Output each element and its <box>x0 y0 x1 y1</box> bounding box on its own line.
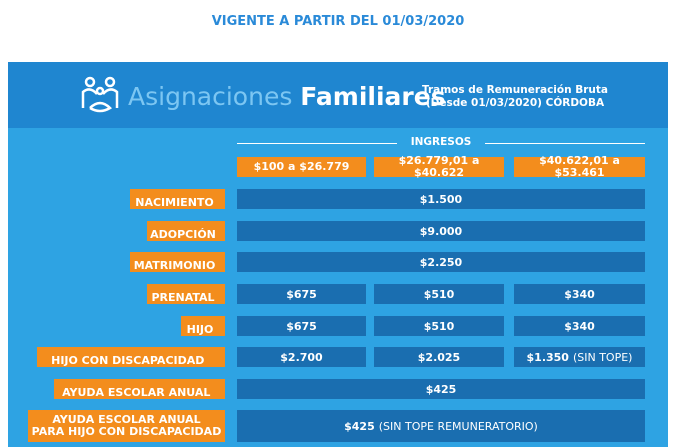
amount: $340 <box>564 287 595 301</box>
row-label-line: ADOPCIÓN <box>150 228 216 241</box>
subtitle-line: (Desde 01/03/2020) CÓRDOBA <box>425 97 605 109</box>
title: VIGENTE A PARTIR DEL 01/03/2020 <box>211 14 465 29</box>
row-label-line: NACIMIENTO <box>135 196 214 209</box>
amount: $510 <box>423 319 455 333</box>
row-label-line: HIJO <box>186 323 214 336</box>
cell: $675 <box>237 316 366 336</box>
amount: $2.025 <box>417 350 461 364</box>
brand-light: Asignaciones <box>128 82 293 111</box>
brand-bold: Familiares <box>300 82 446 111</box>
amount: $2.250 <box>419 255 463 269</box>
cell: $510 <box>374 316 504 336</box>
cell: $425 <box>237 379 645 399</box>
cell: $2.250 <box>237 252 645 272</box>
amount: $510 <box>423 287 455 301</box>
amount: $2.700 <box>280 350 323 364</box>
row-label: AYUDA ESCOLAR ANUAL PARA HIJO CON DISCAPA… <box>28 410 225 442</box>
column-header: $100 a $26.779 <box>237 157 366 177</box>
row-label: NACIMIENTO <box>130 189 225 209</box>
amount: $340 <box>564 319 595 333</box>
group-line <box>237 143 397 144</box>
amount: $1.350 <box>526 350 569 364</box>
row-label: HIJO CON DISCAPACIDAD <box>36 347 225 367</box>
row-label-line: PRENATAL <box>151 291 215 304</box>
cell: $1.500 <box>237 189 645 209</box>
row-label: MATRIMONIO <box>130 252 225 272</box>
amount: $675 <box>286 287 317 301</box>
column-header: $40.622,01 a $53.461 <box>514 155 645 179</box>
column-header: $26.779,01 a $40.622 <box>374 155 504 179</box>
amount: $1.500 <box>419 192 463 206</box>
cell: $340 <box>514 316 645 336</box>
group-line <box>485 143 645 144</box>
row-label-line: HIJO CON DISCAPACIDAD <box>51 354 205 367</box>
subtitle: Tramos de Remuneración Bruta (Desde 01/03… <box>400 84 630 110</box>
brand: Asignaciones Familiares <box>128 82 446 111</box>
note: (SIN TOPE) <box>572 350 633 364</box>
row-label: PRENATAL <box>147 284 225 304</box>
amount: $425 <box>425 382 457 396</box>
amount: $425 <box>344 419 375 433</box>
cell: $425 (SIN TOPE REMUNERATORIO) <box>237 410 645 442</box>
group-label: INGRESOS <box>410 136 472 148</box>
row-label-line: MATRIMONIO <box>133 259 216 272</box>
amount: $9.000 <box>419 224 463 238</box>
amount: $675 <box>286 319 317 333</box>
subtitle-line: Tramos de Remuneración Bruta <box>421 84 609 96</box>
row-label-line: AYUDA ESCOLAR ANUAL <box>62 386 211 399</box>
cell: $510 <box>374 284 504 304</box>
cell: $2.700 <box>237 347 366 367</box>
row-label-line: PARA HIJO CON DISCAPACIDAD <box>31 425 222 438</box>
cell: $9.000 <box>237 221 645 241</box>
cell: $1.350 (SIN TOPE) <box>514 347 645 367</box>
note: (SIN TOPE REMUNERATORIO) <box>378 419 538 433</box>
logo-icon <box>81 76 119 113</box>
row-label: HIJO <box>181 316 225 336</box>
row-label: ADOPCIÓN <box>147 221 225 241</box>
row-label-line: AYUDA ESCOLAR ANUAL <box>52 413 201 426</box>
cell: $2.025 <box>374 347 504 367</box>
cell: $675 <box>237 284 366 304</box>
row-label: AYUDA ESCOLAR ANUAL <box>53 379 225 399</box>
cell: $340 <box>514 284 645 304</box>
